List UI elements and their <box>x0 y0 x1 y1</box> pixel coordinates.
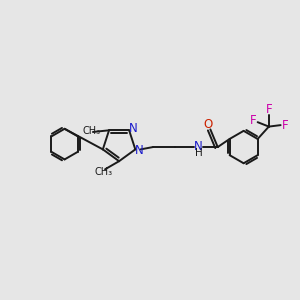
Text: F: F <box>266 103 272 116</box>
Text: N: N <box>129 122 138 135</box>
Text: N: N <box>194 140 203 153</box>
Text: F: F <box>281 118 288 132</box>
Text: F: F <box>250 114 257 127</box>
Text: N: N <box>135 144 144 158</box>
Text: CH₃: CH₃ <box>82 125 100 136</box>
Text: O: O <box>203 118 213 130</box>
Text: CH₃: CH₃ <box>94 167 112 177</box>
Text: H: H <box>195 148 203 158</box>
